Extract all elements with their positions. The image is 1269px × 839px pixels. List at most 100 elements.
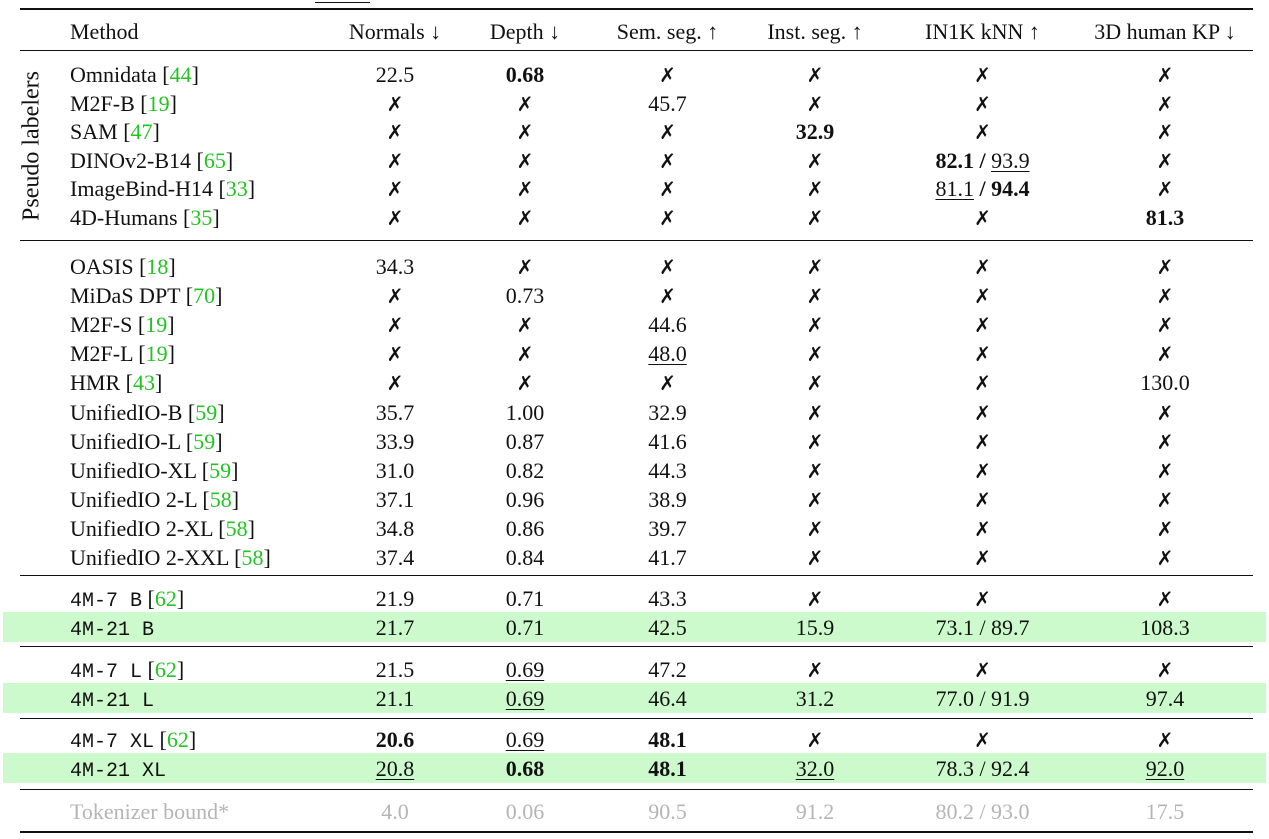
cross-icon: ✗	[516, 371, 534, 396]
table-header: Method Normals ↓ Depth ↓ Sem. seg. ↑ Inst. s…	[0, 17, 1269, 46]
value-normals: 20.6	[330, 725, 460, 754]
cross-icon: ✗	[659, 371, 676, 396]
value-normals: 34.8	[330, 514, 460, 543]
value-in1k-knn: ✗	[895, 310, 1070, 340]
value-in1k-knn: ✗	[895, 368, 1070, 398]
value-3d-human-kp: ✗	[1070, 655, 1260, 685]
value-3d-human-kp: ✗	[1070, 725, 1260, 755]
citation-link[interactable]: 19	[145, 312, 168, 338]
method-name: HMR	[70, 370, 121, 396]
value-in1k-knn: 77.0 / 91.9	[895, 684, 1070, 713]
cross-icon: ✗	[806, 342, 824, 367]
value-sem-seg: 43.3	[595, 584, 740, 613]
cross-icon: ✗	[386, 91, 404, 116]
citation-link[interactable]: 58	[241, 545, 264, 570]
citation-link[interactable]: 18	[146, 254, 169, 279]
citation-link[interactable]: 33	[225, 176, 248, 202]
value-top1: 81.1	[935, 176, 974, 202]
citation-link[interactable]: 44	[169, 62, 192, 87]
cross-icon: ✗	[659, 284, 676, 309]
method-name: UnifiedIO-L	[70, 428, 181, 454]
cross-icon: ✗	[806, 400, 824, 425]
header-3d-human-kp: 3D human KP ↓	[1094, 19, 1236, 44]
value-text: 33.9	[375, 428, 415, 454]
citation-link[interactable]: 43	[132, 370, 155, 396]
cross-icon: ✗	[806, 546, 824, 570]
value-in1k-knn: ✗	[895, 203, 1070, 233]
value-inst-seg: ✗	[740, 252, 890, 282]
citation-link[interactable]: 58	[225, 515, 248, 541]
method-cell: DINOv2-B14 [65]	[70, 147, 234, 173]
value-3d-human-kp: ✗	[1070, 174, 1260, 204]
cross-icon: ✗	[806, 658, 824, 682]
table-row: ImageBind-H14 [33] ✗ ✗ ✗ ✗ 81.1 / 94.4 ✗	[0, 174, 1269, 203]
value-normals: 4.0	[330, 797, 460, 826]
value-depth: 0.84	[475, 543, 575, 572]
citation-link[interactable]: 70	[193, 283, 216, 309]
value-sem-seg: 46.4	[595, 684, 740, 713]
value-inst-seg: ✗	[740, 584, 890, 614]
table-row: Omnidata [44] 22.5 0.68 ✗ ✗ ✗ ✗	[0, 60, 1269, 89]
table-row: 4M-7 L [62] 21.5 0.69 47.2 ✗ ✗ ✗	[0, 655, 1269, 684]
cross-icon: ✗	[974, 342, 991, 367]
method-cell: 4M-21 B	[70, 613, 154, 645]
value-top1: 82.1	[935, 147, 974, 173]
citation-link[interactable]: 62	[154, 586, 177, 611]
value-text: 0.71	[505, 586, 545, 611]
value-3d-human-kp: 17.5	[1070, 797, 1260, 826]
value-3d-human-kp: ✗	[1070, 456, 1260, 486]
value-text: 41.6	[648, 428, 687, 454]
citation-link[interactable]: 19	[147, 90, 170, 116]
cross-icon: ✗	[806, 458, 824, 483]
citation-link[interactable]: 19	[145, 341, 168, 367]
citation-link[interactable]: 58	[209, 486, 232, 512]
citation-link[interactable]: 35	[190, 205, 213, 230]
value-sem-seg: ✗	[595, 174, 740, 204]
cross-icon: ✗	[974, 587, 991, 611]
value-text: 0.84	[505, 545, 545, 570]
cross-icon: ✗	[516, 120, 534, 145]
method-cell: 4M-21 L	[70, 684, 154, 716]
value-text: 21.5	[375, 657, 415, 682]
value-text: 37.1	[375, 486, 415, 512]
cross-icon: ✗	[1156, 728, 1174, 752]
value-normals: 37.4	[330, 543, 460, 572]
value-in1k-knn: ✗	[895, 655, 1070, 685]
value-sem-seg: ✗	[595, 117, 740, 147]
citation-link[interactable]: 59	[209, 457, 232, 483]
table-row: DINOv2-B14 [65] ✗ ✗ ✗ ✗ 82.1 / 93.9 ✗	[0, 146, 1269, 175]
value-text: 20.8	[375, 756, 415, 781]
value-inst-seg: ✗	[740, 368, 890, 398]
value-normals: ✗	[330, 146, 460, 176]
cross-icon: ✗	[806, 148, 824, 173]
method-name: UnifiedIO-XL	[70, 457, 197, 483]
table-row: 4M-7 B [62] 21.9 0.71 43.3 ✗ ✗ ✗	[0, 584, 1269, 613]
value-normals: 21.5	[330, 655, 460, 684]
cross-icon: ✗	[806, 284, 824, 309]
cross-icon: ✗	[659, 255, 676, 279]
value-text: 77.0 / 91.9	[935, 685, 1030, 711]
cross-icon: ✗	[974, 458, 991, 483]
value-inst-seg: 32.9	[740, 117, 890, 146]
citation-link[interactable]: 59	[195, 399, 218, 425]
table-rule	[20, 646, 1253, 647]
value-inst-seg: ✗	[740, 543, 890, 573]
value-top5: 93.9	[991, 147, 1030, 173]
citation-link[interactable]: 65	[203, 147, 226, 173]
value-normals: 37.1	[330, 485, 460, 514]
citation-link[interactable]: 62	[166, 727, 189, 752]
citation-link[interactable]: 47	[130, 119, 153, 145]
citation-link[interactable]: 59	[193, 428, 216, 454]
citation-link[interactable]: 62	[154, 657, 177, 682]
value-3d-human-kp: 81.3	[1070, 203, 1260, 232]
value-text: 21.1	[375, 685, 415, 711]
cross-icon: ✗	[386, 342, 404, 367]
table-rule	[20, 718, 1253, 719]
cross-icon: ✗	[974, 429, 991, 454]
value-text: 22.5	[375, 62, 415, 87]
value-in1k-knn: ✗	[895, 117, 1070, 147]
method-cell: M2F-L [19]	[70, 341, 175, 367]
method-cell: M2F-S [19]	[70, 312, 175, 338]
value-normals: 33.9	[330, 427, 460, 456]
table-rule	[20, 240, 1253, 241]
